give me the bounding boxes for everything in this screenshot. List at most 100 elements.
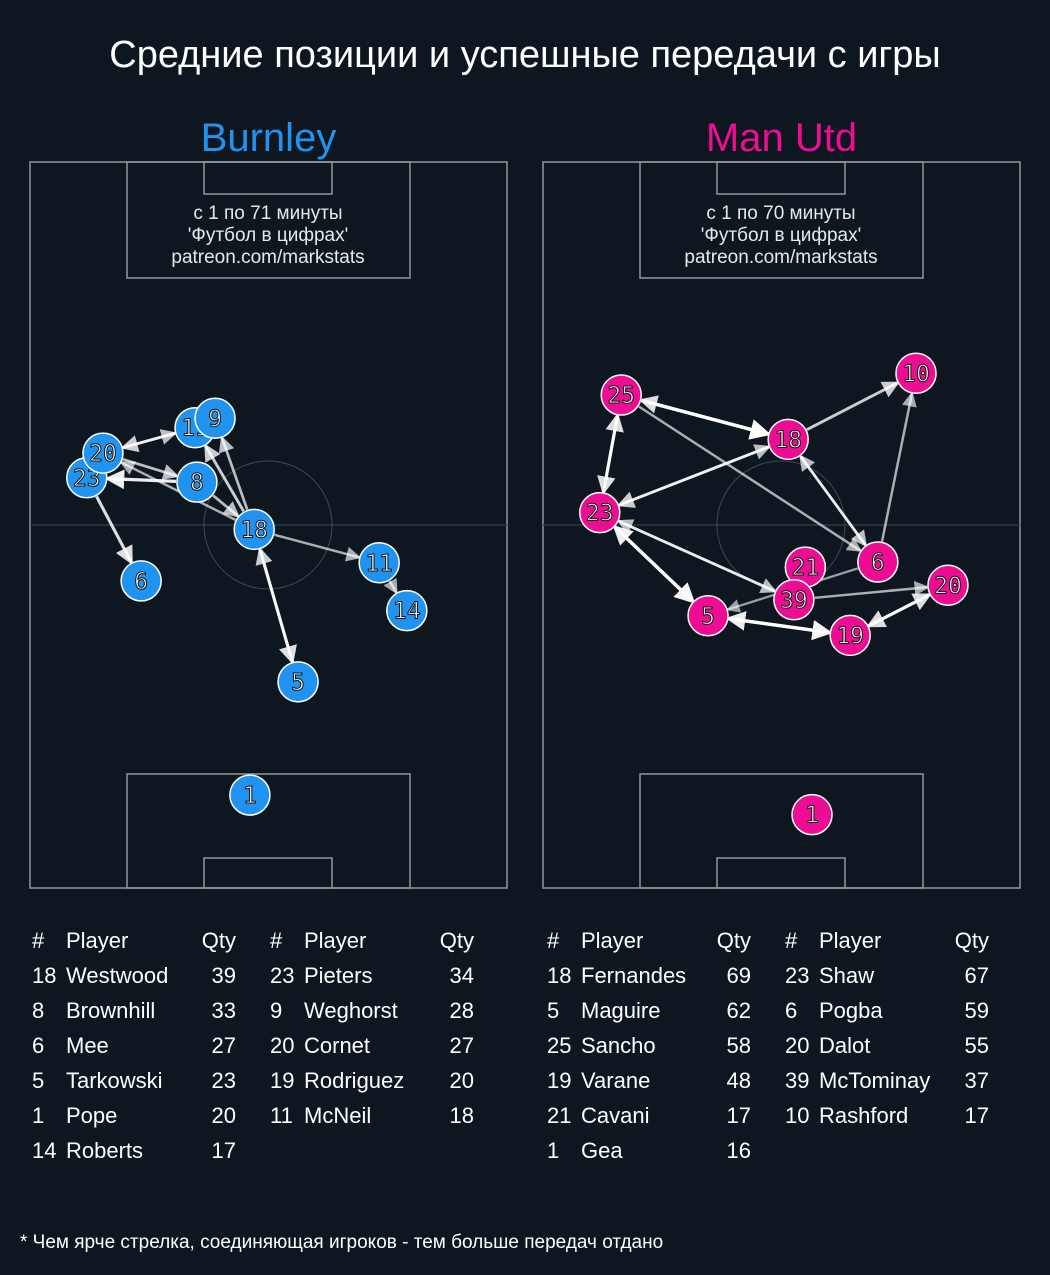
player-number: 18: [774, 427, 802, 453]
player-number: 9: [208, 406, 222, 432]
player-name: Weghorst: [304, 998, 398, 1023]
quantity: 55: [964, 1033, 989, 1058]
player-name: Maguire: [581, 998, 661, 1023]
pitch-0: с 1 по 71 минуты'Футбол в цифрах'patreon…: [29, 161, 508, 889]
player-marker: [829, 614, 871, 657]
table-row: 23 Shaw 67: [785, 963, 1005, 998]
player-number: 23: [586, 501, 614, 527]
number: 5: [547, 998, 560, 1023]
player-marker: [767, 418, 809, 461]
info-line: 'Футбол в цифрах': [188, 225, 348, 246]
player-marker: [600, 374, 642, 416]
quantity: 27: [211, 1033, 236, 1058]
info-line: с 1 по 71 минуты: [193, 203, 342, 224]
player-marker: [82, 432, 124, 474]
quantity: 48: [726, 1068, 751, 1093]
pass-arrow: [383, 577, 398, 595]
player-number: 1: [243, 783, 257, 809]
player-number: 14: [393, 599, 421, 625]
player-number: 19: [836, 623, 864, 649]
away-team-title: Man Utd: [705, 116, 858, 160]
table-row: 9 Weghorst 28: [270, 998, 490, 1033]
quantity: 69: [726, 963, 751, 988]
info-line: с 1 по 70 минуты: [706, 203, 855, 224]
number: 23: [785, 963, 810, 988]
player-name: Cavani: [581, 1103, 650, 1128]
pass-arrow: [95, 495, 133, 566]
pass-arrow: [616, 519, 776, 593]
player-marker: [579, 491, 621, 534]
number: 8: [32, 998, 45, 1023]
pass-arrow: [814, 580, 930, 600]
pass-arrow: [618, 444, 772, 507]
number: 10: [785, 1103, 810, 1128]
player-marker: [277, 661, 319, 703]
player-name: Tarkowski: [66, 1068, 163, 1093]
table-row: 19 Varane 48: [547, 1068, 767, 1103]
pass-arrow: [866, 593, 930, 628]
quantity: Qty: [201, 928, 236, 953]
table-row: 1 Gea 16: [547, 1138, 767, 1173]
table-column: # Player Qty 23 Pieters 34 9 Weghorst 28 20 Cornet…: [270, 928, 490, 1138]
table-header: # Player Qty: [547, 928, 767, 963]
bottom-penalty-box: [639, 773, 924, 889]
page-title: Средние позиции и успешные передачи с иг…: [109, 34, 941, 76]
pass-arrow: [218, 435, 249, 510]
player-name: Westwood: [66, 963, 169, 988]
table-row: 5 Tarkowski 23: [32, 1068, 252, 1103]
player-name: Dalot: [819, 1033, 871, 1058]
player-marker: [120, 560, 162, 602]
player-name: Brownhill: [66, 998, 156, 1023]
table-row: 6 Mee 27: [32, 1033, 252, 1068]
player-name: Player: [304, 928, 367, 953]
player-number: 6: [134, 569, 148, 595]
number: 1: [547, 1138, 560, 1163]
table-row: 21 Cavani 17: [547, 1103, 767, 1138]
player-name: McTominay: [819, 1068, 931, 1093]
number: #: [547, 928, 560, 953]
top-six-yard-box: [203, 161, 333, 195]
info-line: patreon.com/markstats: [171, 247, 364, 268]
player-number: 5: [291, 670, 305, 696]
table-header: # Player Qty: [785, 928, 1005, 963]
player-name: Player: [581, 928, 644, 953]
pass-arrow: [880, 391, 917, 542]
quantity: Qty: [716, 928, 751, 953]
number: #: [32, 928, 45, 953]
number: 20: [270, 1033, 295, 1058]
table-header: # Player Qty: [270, 928, 490, 963]
quantity: 34: [449, 963, 474, 988]
table-row: 5 Maguire 62: [547, 998, 767, 1033]
pass-arrow: [122, 429, 178, 449]
table-row: 6 Pogba 59: [785, 998, 1005, 1033]
number: 21: [547, 1103, 572, 1128]
quantity: 27: [449, 1033, 474, 1058]
player-number: 5: [701, 604, 715, 630]
pass-arrow: [602, 412, 624, 493]
number: 18: [547, 963, 572, 988]
player-number: 39: [780, 588, 808, 614]
player-marker: [791, 793, 833, 836]
pass-arrow: [725, 611, 830, 635]
quantity: 17: [964, 1103, 989, 1128]
table-row: 25 Sancho 58: [547, 1033, 767, 1068]
player-marker: [358, 542, 400, 584]
table-row: 14 Roberts 17: [32, 1138, 252, 1173]
player-marker: [176, 461, 218, 503]
table-row: 20 Cornet 27: [270, 1033, 490, 1068]
table-row: 18 Fernandes 69: [547, 963, 767, 998]
table-column: # Player Qty 18 Fernandes 69 5 Maguire 62 25 Sanch…: [547, 928, 767, 1173]
quantity: Qty: [954, 928, 989, 953]
table-column: # Player Qty 18 Westwood 39 8 Brownhill 33 6 Mee 27…: [32, 928, 252, 1173]
player-number: 1: [805, 803, 819, 829]
info-line: 'Футбол в цифрах': [701, 225, 861, 246]
number: 6: [785, 998, 798, 1023]
player-name: Mee: [66, 1033, 109, 1058]
quantity: 16: [726, 1138, 751, 1163]
table-row: 23 Pieters 34: [270, 963, 490, 998]
player-marker: [194, 397, 236, 440]
number: 6: [32, 1033, 45, 1058]
pass-arrow: [274, 533, 362, 562]
info-line: patreon.com/markstats: [684, 247, 877, 268]
player-name: Pogba: [819, 998, 883, 1023]
